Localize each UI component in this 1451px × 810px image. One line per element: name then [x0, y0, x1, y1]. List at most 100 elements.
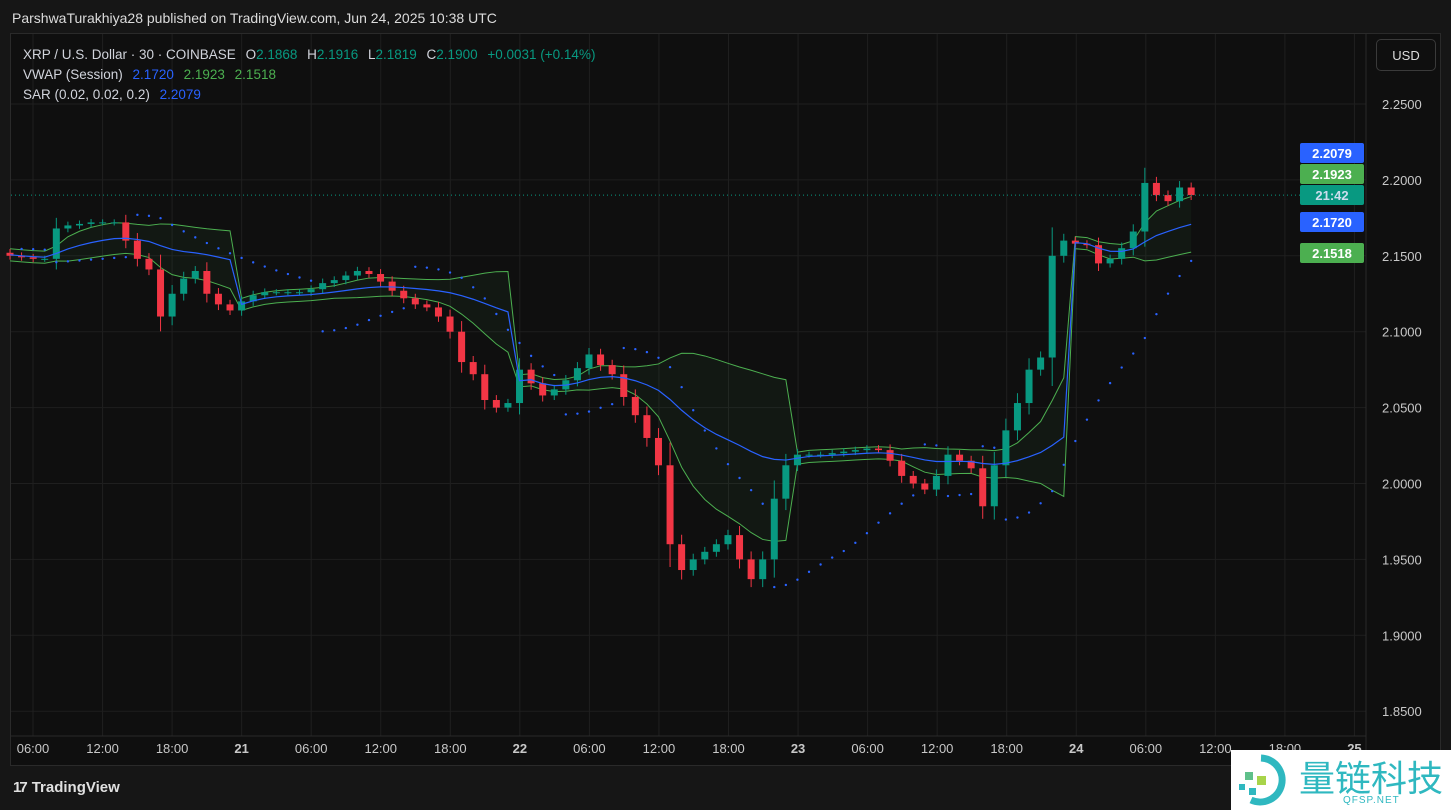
candle-body: [527, 369, 535, 384]
sar-dot: [981, 445, 984, 448]
candle-body: [272, 292, 280, 294]
sar-dot: [1016, 516, 1019, 519]
sar-dot: [1132, 352, 1135, 355]
candle-body: [1037, 357, 1045, 370]
close-value: 2.1900: [436, 47, 478, 62]
sar-dot: [344, 326, 348, 330]
sar-dot: [1143, 336, 1147, 340]
sar-dot: [680, 385, 683, 389]
watermark: 量链科技 QFSP.NET: [1231, 750, 1451, 810]
symbol-name[interactable]: XRP / U.S. Dollar · 30 · COINBASE: [23, 47, 236, 62]
sar-dot: [587, 410, 591, 413]
sar-dot: [738, 476, 741, 480]
sar-dot: [969, 492, 973, 496]
sar-dot: [819, 563, 822, 566]
currency-button[interactable]: USD: [1376, 39, 1436, 71]
x-tick-label: 18:00: [712, 741, 745, 756]
sar-dot: [564, 413, 568, 416]
candle-body: [782, 465, 790, 499]
candle-body: [1106, 258, 1114, 264]
sar-dot: [321, 330, 324, 333]
sar-dot: [541, 365, 544, 368]
sar-dot: [275, 269, 278, 272]
symbol-legend-row: XRP / U.S. Dollar · 30 · COINBASE O2.186…: [23, 47, 596, 62]
candle-body: [770, 498, 778, 560]
y-tick-label: 2.1500: [1382, 249, 1422, 264]
candle-body: [261, 292, 269, 296]
price-chart[interactable]: 2.2500 2.2000 2.1500 2.1000 2.0500 2.0000 1.95…: [0, 0, 1451, 770]
price-label-bg: [1300, 164, 1364, 184]
sar-dot: [472, 286, 475, 289]
sar-dot: [634, 347, 637, 351]
x-tick-label: 21: [234, 741, 248, 756]
candle-body: [1083, 243, 1091, 246]
candle-body: [75, 223, 83, 226]
chart-pane[interactable]: [10, 33, 1441, 766]
candle-body: [747, 559, 755, 580]
candle-body: [87, 222, 95, 224]
candle-body: [6, 252, 14, 256]
candle-body: [434, 307, 442, 317]
price-label-text: 2.1720: [1312, 215, 1352, 230]
sar-dot: [1166, 292, 1170, 295]
sar-legend-row[interactable]: SAR (0.02, 0.02, 0.2) 2.2079: [23, 87, 201, 102]
sar-dot: [645, 350, 649, 354]
sar-dot: [1155, 312, 1158, 316]
sar-dot: [900, 502, 903, 505]
sar-dot: [251, 261, 255, 264]
x-tick-label: 23: [791, 741, 805, 756]
candle-body: [909, 475, 917, 484]
candle-body: [851, 450, 859, 452]
candle-body: [469, 362, 477, 375]
publication-attribution: ParshwaTurakhiya28 published on TradingV…: [12, 10, 497, 26]
tradingview-logo-icon: 17: [13, 779, 28, 796]
sar-dot: [333, 329, 336, 332]
sar-dot: [78, 259, 81, 262]
candle-body: [1129, 231, 1137, 249]
candle-body: [29, 257, 37, 259]
vwap-legend-row[interactable]: VWAP (Session) 2.1720 2.1923 2.1518: [23, 67, 276, 82]
vwap-line: [9, 223, 1192, 465]
sar-dot: [935, 444, 938, 447]
sar-dot: [923, 443, 927, 446]
sar-dot: [830, 556, 834, 559]
sar-dot: [460, 276, 463, 280]
candle-body: [1013, 403, 1021, 431]
watermark-logo-icon: [1239, 754, 1286, 806]
high-value: 2.1916: [316, 47, 359, 62]
sar-dot: [124, 255, 128, 259]
candle-body: [875, 448, 882, 451]
candle-body: [1164, 195, 1172, 202]
candle-body: [956, 454, 964, 461]
x-tick-label: 18:00: [156, 741, 189, 756]
sar-dot: [877, 521, 880, 524]
candle-body: [898, 460, 906, 476]
sar-dot: [367, 318, 371, 322]
candle-body: [1152, 182, 1160, 196]
y-tick-label: 2.1000: [1382, 325, 1422, 340]
sar-dot: [402, 307, 405, 310]
y-tick-label: 1.9500: [1382, 552, 1422, 567]
candle-body: [145, 258, 153, 270]
candle-body: [979, 468, 987, 507]
chart-legend: XRP / U.S. Dollar · 30 · COINBASE O2.186…: [23, 45, 601, 105]
sar-dot: [692, 409, 695, 412]
sar-dot: [286, 272, 290, 276]
price-label-text: 21:42: [1315, 188, 1348, 203]
sar-dot: [749, 488, 753, 492]
y-tick-label: 1.8500: [1382, 704, 1422, 719]
candle-body: [330, 280, 338, 284]
candle-body: [573, 368, 581, 381]
candle-body: [921, 483, 929, 490]
sar-dot: [1027, 511, 1031, 514]
tradingview-logo[interactable]: 17 TradingView: [13, 779, 120, 796]
candle-body: [736, 535, 744, 560]
sar-dot: [1189, 259, 1193, 263]
x-tick-label: 06:00: [17, 741, 50, 756]
candle-body: [365, 270, 373, 275]
price-label-text: 2.1518: [1312, 246, 1352, 261]
candle-body: [1141, 182, 1149, 232]
sar-dot: [761, 502, 764, 505]
candle-body: [400, 290, 408, 299]
sar-dot: [379, 314, 382, 318]
